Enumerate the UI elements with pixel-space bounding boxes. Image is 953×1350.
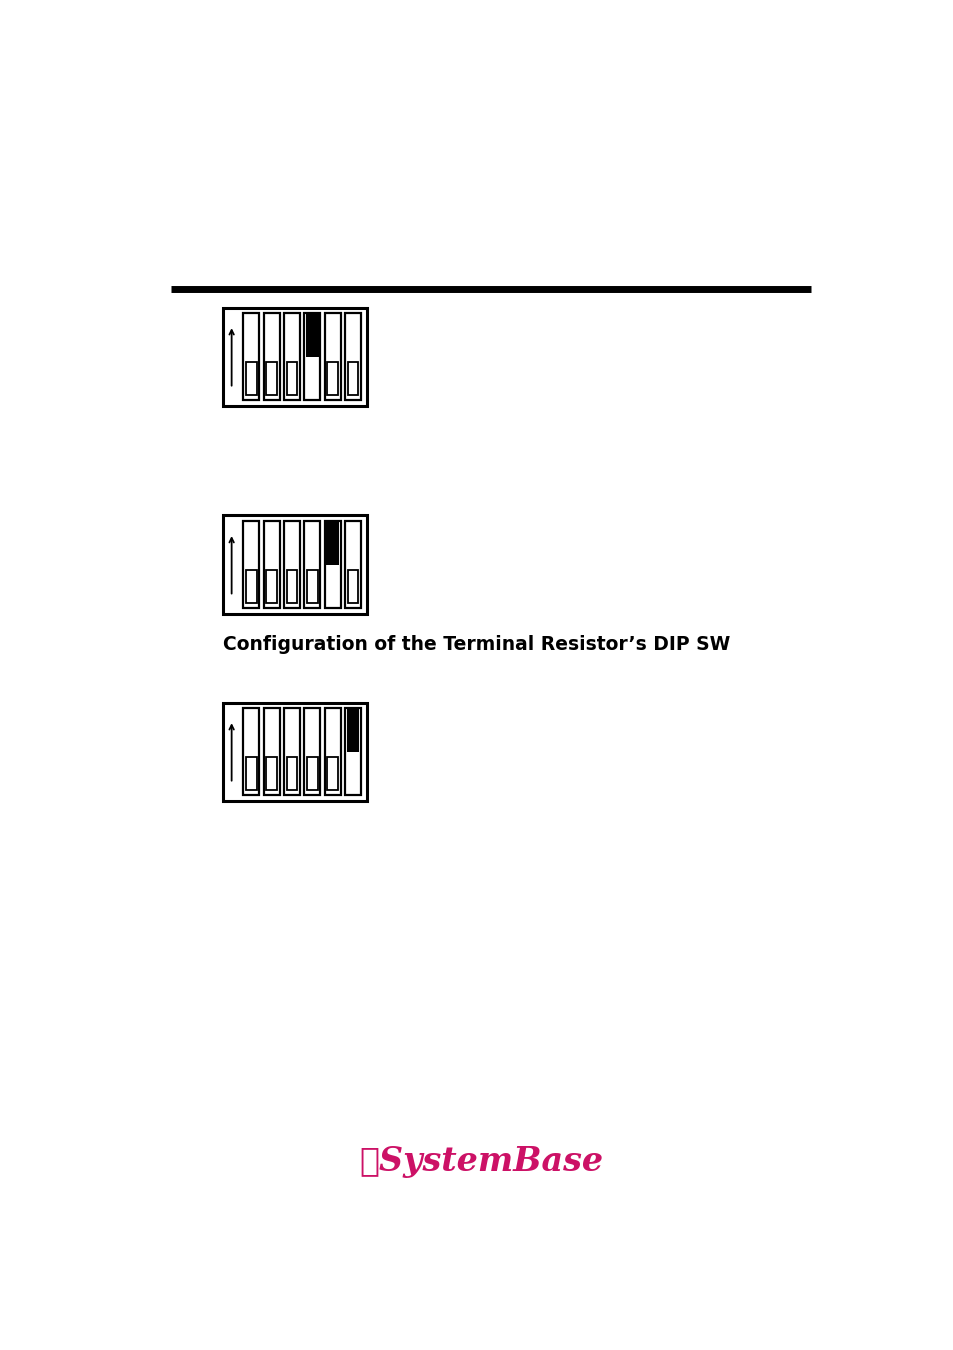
Bar — [246, 362, 256, 396]
Bar — [304, 521, 320, 609]
Bar — [347, 362, 358, 396]
Bar — [264, 313, 279, 401]
Bar — [284, 521, 299, 609]
Bar — [222, 702, 367, 802]
Bar — [266, 362, 276, 396]
Bar — [306, 313, 318, 356]
Bar — [307, 570, 317, 603]
Bar — [222, 516, 367, 614]
Bar — [243, 709, 259, 795]
Bar — [307, 757, 317, 790]
Bar — [304, 313, 320, 401]
Bar — [345, 709, 360, 795]
Bar — [347, 570, 358, 603]
Bar — [266, 757, 276, 790]
Bar — [243, 313, 259, 401]
Bar — [345, 313, 360, 401]
Bar — [304, 709, 320, 795]
Bar — [284, 709, 299, 795]
Bar — [345, 521, 360, 609]
Bar — [222, 308, 367, 406]
Text: Configuration of the Terminal Resistor’s DIP SW: Configuration of the Terminal Resistor’s… — [222, 634, 729, 653]
Bar — [264, 709, 279, 795]
Bar — [284, 313, 299, 401]
Bar — [287, 570, 297, 603]
Text: ℱSystemBase: ℱSystemBase — [359, 1146, 603, 1179]
Bar — [327, 362, 337, 396]
Bar — [246, 570, 256, 603]
Bar — [287, 757, 297, 790]
Bar — [324, 313, 340, 401]
Bar — [346, 709, 359, 752]
Bar — [246, 757, 256, 790]
Bar — [266, 570, 276, 603]
Bar — [287, 362, 297, 396]
Bar — [326, 521, 338, 564]
Bar — [264, 521, 279, 609]
Bar — [324, 521, 340, 609]
Bar — [243, 521, 259, 609]
Bar — [324, 709, 340, 795]
Bar — [327, 757, 337, 790]
